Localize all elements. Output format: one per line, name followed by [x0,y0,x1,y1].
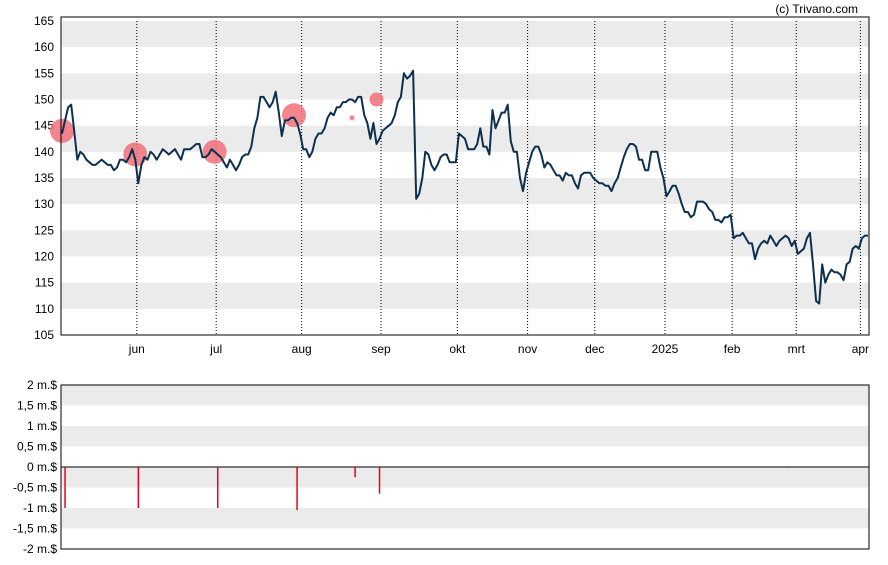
volume-tick-label: -1 m.$ [23,501,57,515]
insider-event-marker [123,142,148,167]
month-tick-label: mrt [788,342,806,356]
price-tick-label: 125 [34,223,54,237]
volume-tick-label: -2 m.$ [23,542,57,556]
price-tick-label: 130 [34,197,54,211]
price-grid-band [61,21,869,48]
volume-tick-label: 0 m.$ [27,460,57,474]
month-tick-label: sep [371,342,391,356]
price-grid-band [61,73,869,100]
volume-tick-label: 1 m.$ [27,419,57,433]
volume-grid-band [61,467,869,488]
price-grid-band [61,282,869,309]
month-tick-label: aug [292,342,312,356]
month-tick-label: feb [724,342,741,356]
insider-event-marker [369,92,384,107]
credit-text: (c) Trivano.com [775,2,858,16]
price-tick-label: 150 [34,93,54,107]
price-tick-label: 120 [34,250,54,264]
volume-tick-label: -0,5 m.$ [13,481,57,495]
price-tick-label: 140 [34,145,54,159]
price-tick-label: 155 [34,66,54,80]
price-tick-label: 115 [35,276,54,290]
price-tick-label: 165 [34,14,54,28]
month-tick-label: jul [209,342,222,356]
volume-grid-band [61,508,869,529]
volume-grid-band [61,385,869,406]
volume-grid-band [61,426,869,447]
month-tick-label: nov [518,342,537,356]
month-tick-label: okt [449,342,466,356]
volume-tick-label: -1,5 m.$ [13,522,57,536]
price-grid-band [61,178,869,205]
price-tick-label: 160 [34,40,54,54]
price-tick-label: 145 [34,119,54,133]
volume-plot-frame [60,384,870,550]
price-tick-label: 135 [34,171,54,185]
insider-event-marker [282,103,307,128]
volume-tick-label: 0,5 m.$ [17,440,57,454]
month-tick-label: 2025 [652,342,679,356]
month-tick-label: dec [585,342,604,356]
price-line [61,69,868,305]
month-tick-label: apr [852,342,869,356]
month-tick-label: jun [128,342,145,356]
volume-tick-label: 1,5 m.$ [17,399,57,413]
price-plot-frame [60,16,870,336]
price-tick-label: 105 [34,328,54,342]
price-tick-label: 110 [35,302,54,316]
price-grid-band [61,230,869,257]
volume-tick-label: 2 m.$ [27,378,57,392]
insider-event-marker [349,115,355,121]
